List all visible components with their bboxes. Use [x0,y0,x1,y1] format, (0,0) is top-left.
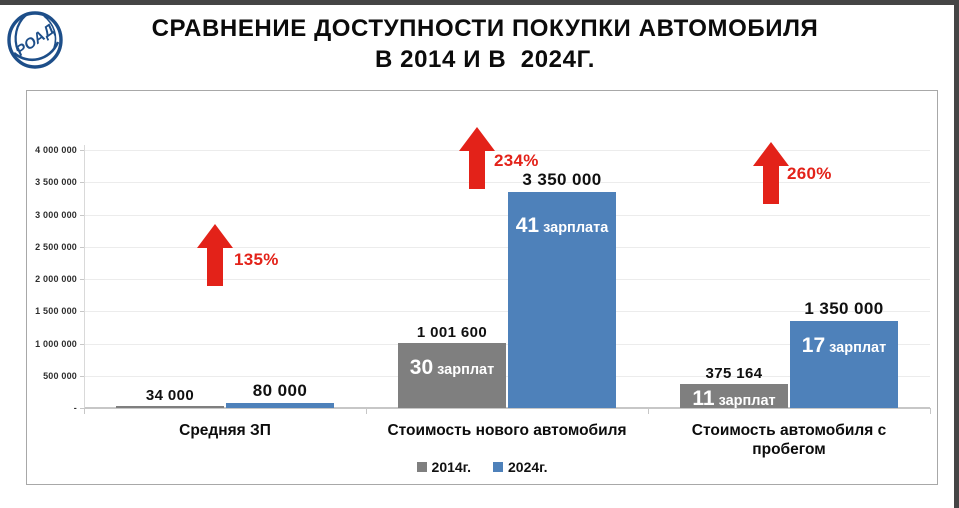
legend-swatch [493,462,503,472]
growth-arrow-icon [753,142,789,209]
title-line-1: СРАВНЕНИЕ ДОСТУПНОСТИ ПОКУПКИ АВТОМОБИЛЯ [151,15,819,42]
x-axis-tick [366,408,367,414]
gridline [84,375,930,377]
chart-legend: 2014г. 2024г. [27,459,937,475]
x-axis-tick [648,408,649,414]
x-axis-line [84,407,930,409]
y-axis-tick [80,246,84,248]
bar-value-label: 80 000 [252,381,308,400]
y-axis-tick [80,311,84,313]
gridline [84,214,930,216]
category-label: Средняя ЗП [179,422,271,439]
page-title: СРАВНЕНИЕ ДОСТУПНОСТИ ПОКУПКИ АВТОМОБИЛЯ… [90,13,880,75]
y-axis-tick-label: 1 000 000 [35,338,77,349]
legend-label: 2014г. [431,459,471,475]
up-arrow-icon [459,127,495,189]
y-axis-tick [80,279,84,280]
roaad-logo: РОАД [6,10,64,70]
chart-panel: 4 000 000 3 500 000 3 000 000 2 500 000 2 00… [26,90,938,485]
salaries-count: 17 [801,334,826,357]
gridline [84,182,930,184]
growth-percent-label: 135% [234,250,279,269]
y-axis-tick [80,182,84,184]
growth-percent-label: 260% [787,164,832,183]
bar-value-label: 1 001 600 [416,324,488,341]
bar [226,403,334,408]
y-axis-tick-label: 4 000 000 [35,145,77,155]
growth-arrow-icon [197,224,233,291]
legend-label: 2024г. [508,459,548,475]
bar-value-label: 3 350 000 [522,170,602,189]
y-axis-tick-label: 2 000 000 [35,274,77,284]
legend-item: 2014г. [416,459,471,475]
bar-inner-label: 17 зарплат [790,334,898,358]
bar-inner-label: 11 зарплат [680,387,788,411]
salaries-word: зарплата [539,220,609,236]
bar-chart: 4 000 000 3 500 000 3 000 000 2 500 000 2 00… [27,91,937,484]
salaries-count: 41 [515,214,540,237]
salaries-word: зарплат [714,393,776,409]
y-axis-tick-label: 3 500 000 [35,177,77,188]
bar [508,192,616,408]
bar-inner-label: 41 зарплата [508,214,616,238]
salaries-count: 11 [692,387,715,410]
roaad-logo-icon: РОАД [7,11,63,69]
gridline [84,150,930,151]
gridline [84,246,930,248]
y-axis-line [84,145,85,408]
category-label: Стоимость автомобиля с пробегом [691,422,887,458]
growth-arrow-icon [459,127,495,194]
bar-value-label: 34 000 [145,387,195,404]
gridline [84,311,930,313]
bar [680,384,788,408]
up-arrow-icon [197,224,233,286]
bar-value-label: 375 164 [705,365,763,382]
salaries-word: зарплат [433,362,495,378]
y-axis-tick-label: 3 000 000 [35,209,77,220]
title-line-2: В 2014 И В 2024Г. [374,46,596,73]
salaries-count: 30 [409,356,434,379]
x-axis-tick [84,408,85,414]
growth-percent-label: 234% [494,151,539,170]
y-axis-tick [80,214,84,216]
up-arrow-icon [753,142,789,204]
top-frame-bar [0,0,959,5]
category-label: Стоимость нового автомобиля [387,422,627,439]
x-axis-tick [930,408,931,414]
bar-value-label: 1 350 000 [804,299,884,318]
y-axis-tick-label: - [73,403,77,413]
y-axis-tick-label: 1 500 000 [35,306,77,317]
bar [116,406,224,408]
right-frame-bar [954,0,959,508]
y-axis-tick [80,375,84,377]
bar [790,321,898,408]
bar [398,343,506,408]
gridline [84,279,930,280]
salaries-word: зарплат [825,340,887,356]
y-axis-tick-label: 500 000 [43,370,77,381]
legend-swatch [416,462,427,472]
bar-inner-label: 30 зарплат [398,356,506,380]
legend-item: 2024г. [493,459,547,475]
gridline [84,343,930,345]
y-axis-tick [80,408,84,409]
y-axis-tick [80,150,84,151]
y-axis-tick [80,343,84,345]
y-axis-tick-label: 2 500 000 [35,241,77,252]
